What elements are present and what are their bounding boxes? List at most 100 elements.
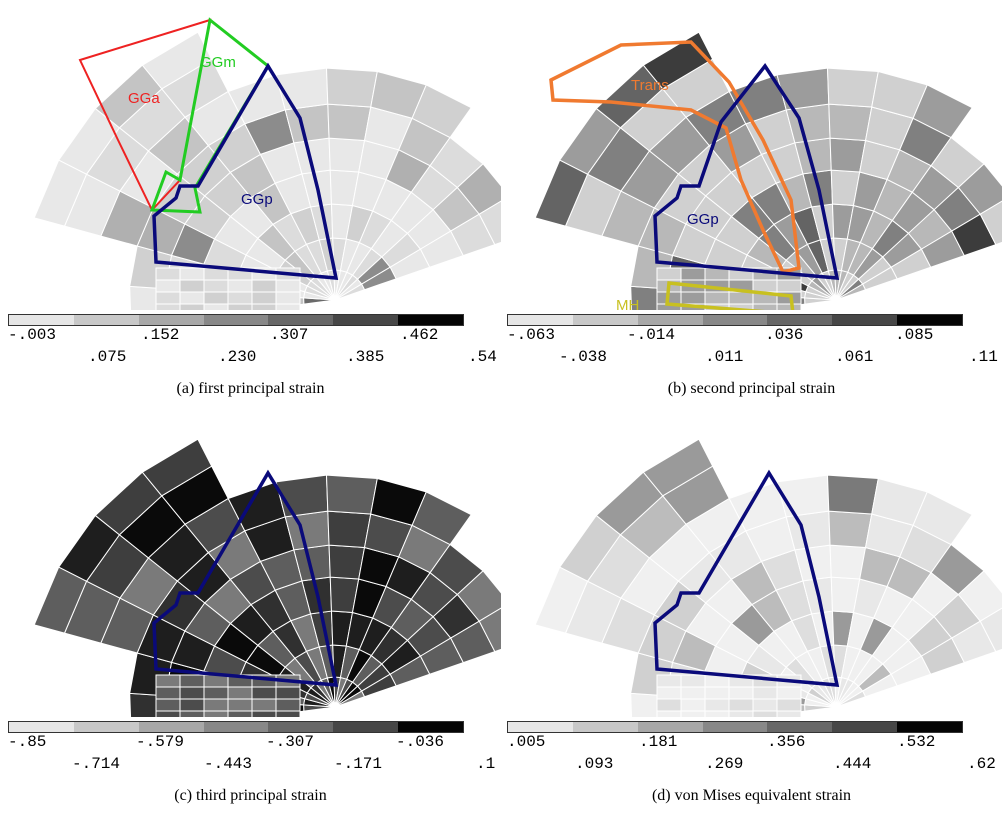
color-scale-bar (507, 314, 963, 326)
color-scale-step (73, 722, 139, 732)
mesh-element (275, 710, 301, 717)
region-outline-gga (78, 18, 212, 212)
mesh-element (251, 303, 277, 310)
mesh-element (752, 698, 778, 712)
tick-label: -.003 (8, 326, 57, 344)
tongue-mesh-d (534, 438, 1002, 717)
tick-label: .011 (705, 348, 744, 366)
mesh-element (680, 267, 706, 281)
mesh-element (251, 686, 277, 700)
mesh-element (251, 279, 277, 293)
mesh-element (327, 103, 372, 141)
color-scale-bar (8, 721, 464, 733)
region-label-mh: MH (616, 297, 639, 310)
mesh-element (179, 698, 205, 712)
tick-row-bottom: -.714 -.443 -.171 .1 (8, 755, 498, 775)
mesh-element (680, 291, 706, 305)
region-outline-ggp (152, 469, 339, 687)
mesh-element (179, 674, 205, 688)
mesh-element (680, 674, 706, 688)
tongue-mesh-b: Trans GGp MH (534, 31, 1002, 310)
tick-label: -.171 (334, 755, 383, 773)
color-scale-step (398, 722, 464, 732)
color-scale-bar (8, 314, 464, 326)
color-scale-step (572, 722, 638, 732)
tongue-mesh-c (33, 438, 501, 717)
mesh-element (155, 710, 181, 717)
color-scale-step (73, 315, 139, 325)
mesh-element (680, 710, 706, 717)
mesh-element (912, 84, 973, 139)
region-outline-mh (665, 281, 795, 310)
panel-caption: (b) second principal strain (667, 380, 836, 397)
mesh-element (203, 303, 229, 310)
tick-label: .036 (765, 326, 804, 344)
color-scale-step (203, 722, 269, 732)
mesh-element (979, 200, 1002, 246)
region-outline-ggp (152, 62, 339, 280)
color-scale-step (767, 315, 833, 325)
mesh-element (752, 686, 778, 700)
mesh-element (776, 686, 802, 700)
tick-row-bottom: .075 .230 .385 .54 (8, 348, 498, 368)
tick-label: -.85 (8, 733, 47, 751)
color-scale-step (268, 722, 334, 732)
mesh-element (251, 710, 277, 717)
tick-label: -.038 (559, 348, 608, 366)
mesh-element (828, 510, 873, 548)
mesh-element (979, 607, 1002, 653)
mesh-element (179, 291, 205, 305)
mesh-element (776, 710, 802, 717)
mesh-element (680, 686, 706, 700)
region-outline-ggp (653, 63, 840, 280)
mesh-element (776, 279, 802, 293)
tick-label: -.036 (396, 733, 445, 751)
mesh-element (155, 698, 181, 712)
mesh-element (478, 200, 501, 246)
tongue-shape (534, 31, 1002, 310)
panel-b: Trans GGp MH -.063 -.014 .036 .085 -.038… (501, 0, 1002, 407)
panel-caption: (c) third principal strain (174, 787, 327, 804)
color-scale-step (897, 315, 963, 325)
region-label-gga: GGa (128, 90, 160, 107)
mesh-element (642, 438, 714, 497)
panel-caption: (d) von Mises equivalent strain (651, 787, 852, 804)
mesh-element (203, 686, 229, 700)
tick-label: .181 (639, 733, 678, 751)
color-scale-step (268, 315, 334, 325)
mesh-element (179, 279, 205, 293)
mesh-element (179, 303, 205, 310)
region-outline-ggp (653, 469, 840, 687)
mesh-element (478, 607, 501, 653)
tick-label: .462 (400, 326, 439, 344)
mesh-element (411, 84, 472, 139)
mesh-element (155, 267, 181, 281)
mesh-element (411, 491, 472, 546)
tick-label: .1 (476, 755, 496, 773)
tick-row-top: -.85 -.579 -.307 -.036 (8, 733, 498, 753)
mesh-element (752, 303, 778, 310)
tick-label: .307 (270, 326, 309, 344)
tick-label: .093 (575, 755, 614, 773)
color-scale-step (702, 722, 768, 732)
mesh-element (826, 474, 879, 515)
tick-row-top: -.003 .152 .307 .462 (8, 326, 498, 346)
color-scale-step (9, 722, 74, 732)
mesh-element (275, 303, 301, 310)
color-scale-step (508, 722, 573, 732)
tick-label: -.714 (72, 755, 121, 773)
mesh-element (275, 279, 301, 293)
mesh-element (656, 674, 682, 688)
tick-row-top: .005 .181 .356 .532 (507, 733, 997, 753)
mesh-element (704, 291, 730, 305)
mesh-element (155, 279, 181, 293)
mesh-element (275, 698, 301, 712)
mesh-element (752, 710, 778, 717)
mesh-element (456, 570, 501, 622)
tick-label: -.063 (507, 326, 556, 344)
mesh-element (327, 510, 372, 548)
mesh-element (275, 291, 301, 305)
color-scale-step (333, 722, 399, 732)
mesh-element (704, 686, 730, 700)
mesh-element (155, 674, 181, 688)
